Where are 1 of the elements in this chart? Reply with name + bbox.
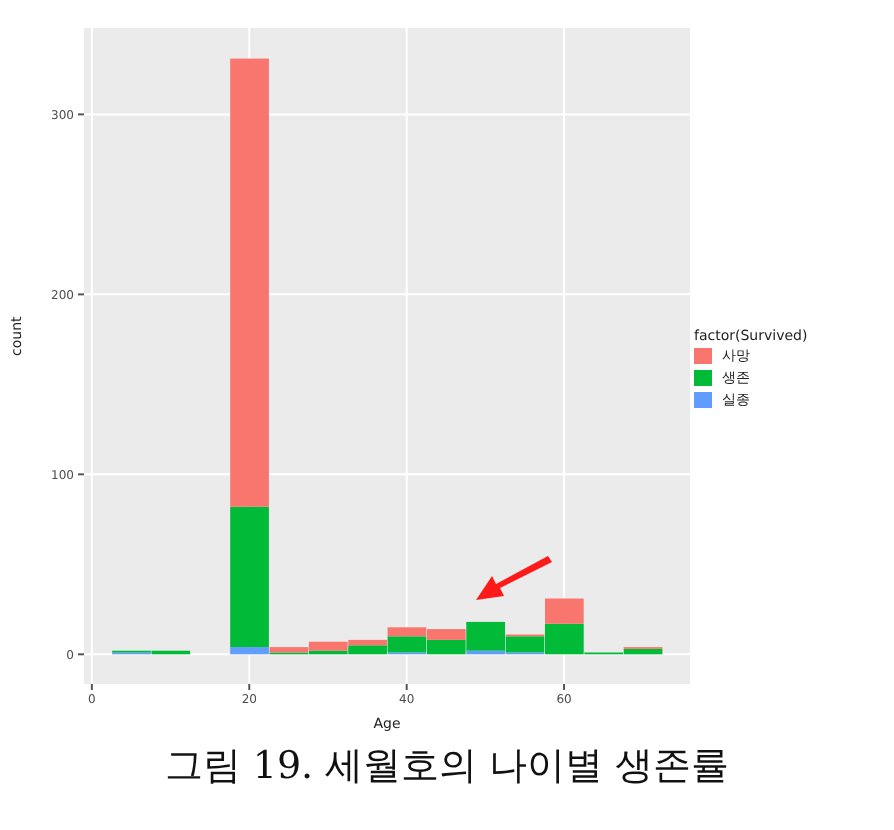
caption: 그림 19. 세월호의 나이별 생존률 <box>162 742 732 792</box>
